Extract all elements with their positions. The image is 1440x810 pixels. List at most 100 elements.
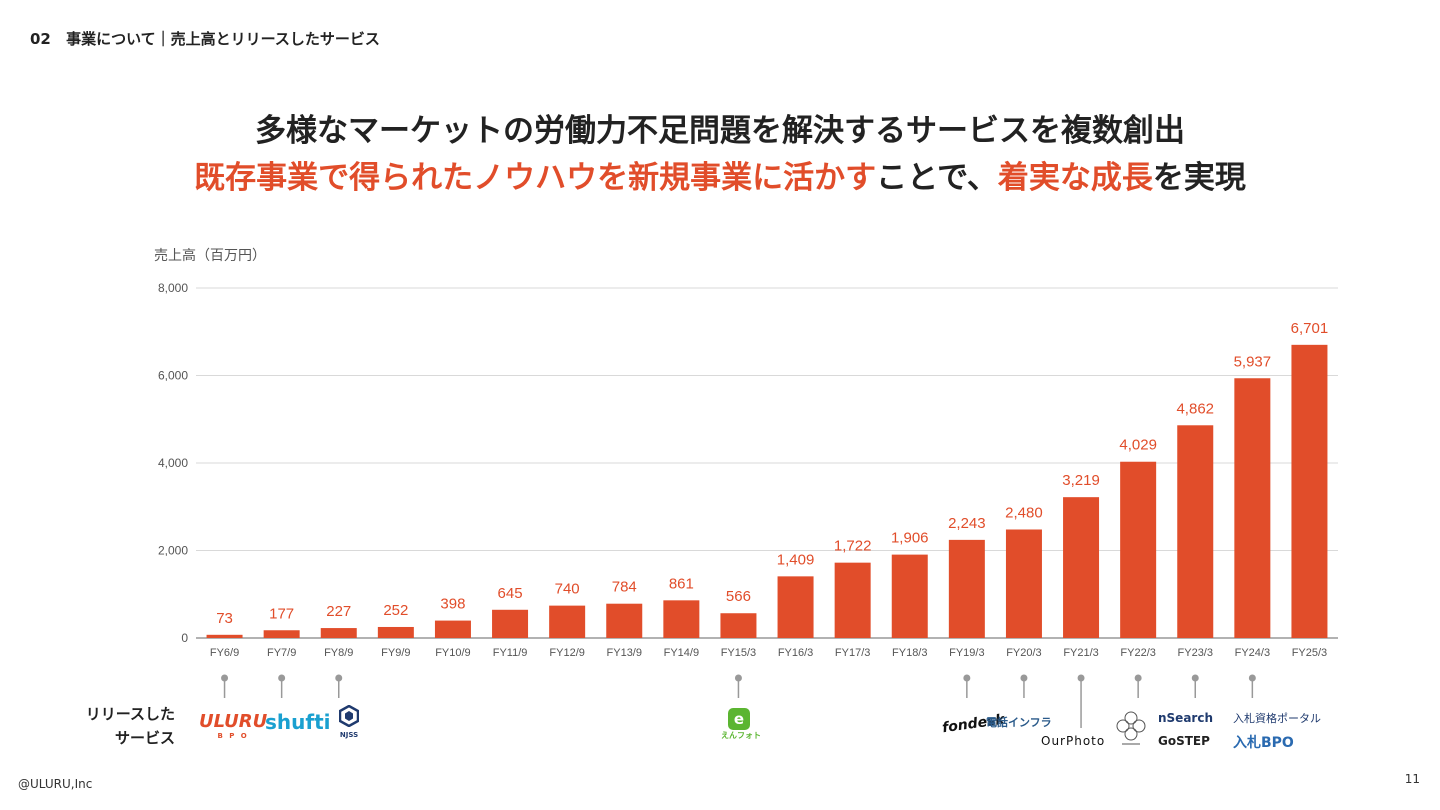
headline-text-koto: ことで、 [876,160,998,196]
x-tick-label: FY13/9 [607,647,642,659]
bar-FY10/9 [434,620,471,638]
x-tick-label: FY11/9 [493,647,528,659]
x-tick-label: FY16/3 [778,647,813,659]
data-label: 4,862 [1176,400,1214,417]
data-label: 177 [269,605,294,622]
headline-line-2: 既存事業で得られたノウハウを新規事業に活かすことで、着実な成長を実現 [0,155,1440,201]
bar-FY21/3 [1063,497,1100,638]
x-tick-label: FY19/3 [949,647,984,659]
company-credit: @ULURU,Inc [18,777,93,791]
data-label: 1,722 [834,538,872,555]
release-connector-dot [1020,674,1028,682]
y-tick-label: 2,000 [158,544,188,558]
release-label-line-2: サービス [114,729,175,747]
x-tick-label: FY24/3 [1235,647,1270,659]
data-label: 3,219 [1062,472,1100,489]
section-number: 02 [30,30,51,48]
y-tick-label: 6,000 [158,369,188,383]
data-label: 6,701 [1291,320,1329,337]
x-tick-label: FY17/3 [835,647,870,659]
bar-FY13/9 [606,603,643,638]
bar-FY8/9 [320,628,357,638]
enphoto-logo: e えんフォト [721,708,761,741]
release-connector-dot [1191,674,1199,682]
bar-FY22/3 [1120,461,1157,638]
data-label: 227 [326,603,351,620]
bar-FY25/3 [1291,344,1328,638]
bar-FY24/3 [1234,378,1271,638]
data-label: 1,906 [891,530,929,547]
x-tick-label: FY23/3 [1178,647,1213,659]
bar-FY17/3 [834,562,871,638]
release-connector-dot [963,674,971,682]
nyusatsu-bpo-logo: 入札BPO [1233,735,1294,751]
flower-logo-icon [1116,711,1146,745]
y-tick-label: 8,000 [158,281,188,295]
data-label: 740 [555,581,580,598]
release-connector-dot [1134,674,1142,682]
x-tick-label: FY22/3 [1120,647,1155,659]
x-tick-label: FY25/3 [1292,647,1327,659]
bar-FY6/9 [206,634,243,638]
release-connector-dot [734,674,742,682]
data-label: 4,029 [1119,437,1157,454]
bar-FY14/9 [663,600,700,638]
release-connector-dot [221,674,229,682]
bar-FY16/3 [777,576,814,638]
enphoto-logo-text: えんフォト [721,731,761,740]
uluru-logo-sub: B P O [217,732,249,740]
release-connector-dot [1248,674,1256,682]
njss-logo: NJSS [334,704,364,739]
bar-FY15/3 [720,613,757,638]
data-label: 252 [383,602,408,619]
gostep-logo: GoSTEP [1158,734,1210,748]
headline-line-1: 多様なマーケットの労働力不足問題を解決するサービスを複数創出 [255,113,1185,149]
x-tick-label: FY12/9 [549,647,584,659]
bar-FY19/3 [948,539,985,638]
data-label: 5,937 [1234,353,1272,370]
x-tick-label: FY6/9 [210,647,239,659]
section-header: 02 事業について｜売上高とリリースしたサービス [30,28,380,49]
data-label: 784 [612,579,637,596]
bar-FY9/9 [377,626,414,638]
flower-logo [1114,710,1148,752]
data-label: 398 [440,596,465,613]
release-connector-dot [278,674,286,682]
y-tick-label: 4,000 [158,456,188,470]
data-label: 645 [498,585,523,602]
bar-FY11/9 [492,609,529,638]
uluru-logo: ULURU B P O [199,711,267,740]
release-label-line-1: リリースした [85,705,175,723]
data-label: 2,480 [1005,505,1043,522]
y-axis-title: 売上高（百万円） [154,247,266,264]
bar-FY7/9 [263,630,300,638]
x-tick-label: FY7/9 [267,647,296,659]
x-tick-label: FY20/3 [1006,647,1041,659]
nyusatsu-portal-logo: 入札資格ポータル [1233,712,1321,725]
bar-FY23/3 [1177,425,1214,638]
x-tick-label: FY15/3 [721,647,756,659]
x-tick-label: FY21/3 [1063,647,1098,659]
x-tick-label: FY8/9 [324,647,353,659]
enphoto-e-icon: e [728,708,750,730]
njss-hexagon-icon [338,704,360,728]
data-label: 861 [669,575,694,592]
x-tick-label: FY18/3 [892,647,927,659]
data-label: 1,409 [777,551,815,568]
bar-FY20/3 [1005,529,1042,638]
data-label: 566 [726,588,751,605]
shufti-logo: shufti [265,710,331,734]
release-connector-dot [335,674,343,682]
bar-FY12/9 [549,605,586,638]
y-tick-label: 0 [181,631,188,645]
njss-logo-text: NJSS [339,731,359,739]
release-services-label: リリースした サービス [86,702,175,750]
release-connector-dot [1077,674,1085,682]
headline-text-jitsugen: を実現 [1152,160,1246,196]
ourphoto-logo: OurPhoto [1041,734,1106,748]
section-title: 事業について｜売上高とリリースしたサービス [66,30,380,48]
uluru-logo-text: ULURU [199,711,268,732]
bar-FY18/3 [891,554,928,638]
nsearch-logo: nSearch [1158,711,1213,725]
